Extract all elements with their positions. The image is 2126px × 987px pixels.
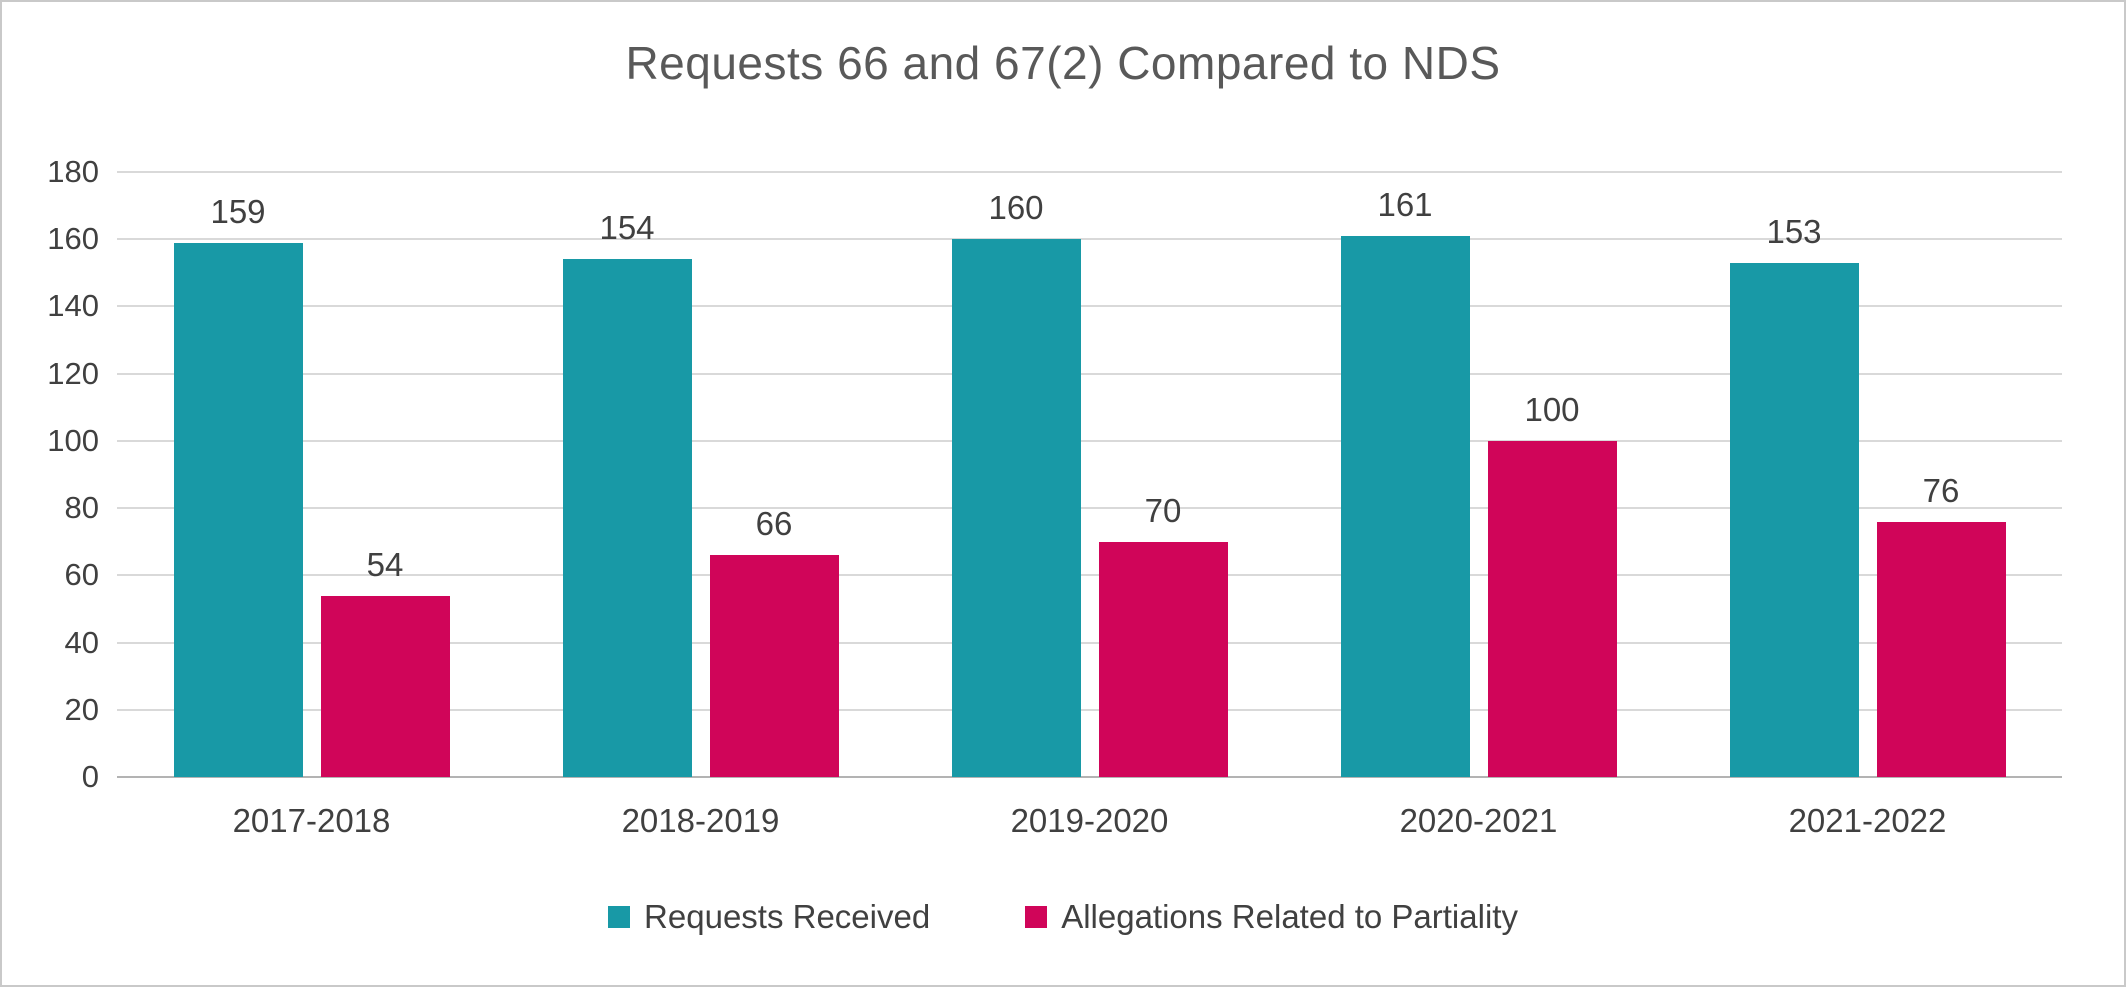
bar-value-label: 54 <box>366 545 404 583</box>
bar-value-label: 160 <box>988 189 1044 227</box>
x-axis-label: 2019-2020 <box>1010 802 1169 839</box>
x-axis-line <box>117 776 2062 778</box>
bar-requests-received: 154 <box>562 209 692 777</box>
y-tick-label: 180 <box>47 154 99 189</box>
gridline <box>117 171 2062 173</box>
y-tick-label: 0 <box>81 759 99 794</box>
bar-allegations-related-to-partiality: 76 <box>1876 472 2006 777</box>
legend-swatch <box>1025 906 1048 928</box>
bar-allegations-related-to-partiality: 70 <box>1098 492 1228 777</box>
y-tick-label: 100 <box>47 422 99 458</box>
bar-group: 154 66 <box>506 172 895 777</box>
plot-area: 159 54 154 66 160 70 161 100 153 76 <box>117 171 2062 778</box>
x-axis-label: 2018-2019 <box>621 802 780 839</box>
y-tick-label: 80 <box>64 490 99 526</box>
bar-value-label: 161 <box>1377 185 1433 223</box>
x-axis-label: 2020-2021 <box>1399 802 1558 839</box>
bar-value-label: 70 <box>1144 491 1182 529</box>
bar-allegations-related-to-partiality: 100 <box>1487 391 1617 777</box>
bar-value-label: 66 <box>755 505 793 543</box>
y-tick-label: 160 <box>47 221 99 257</box>
bar-value-label: 153 <box>1766 212 1822 250</box>
x-axis-label: 2017-2018 <box>232 802 391 839</box>
bar-value-label: 100 <box>1524 390 1580 428</box>
y-tick-label: 120 <box>47 355 99 391</box>
legend: Requests Received Allegations Related to … <box>2 898 2124 936</box>
bar-requests-received: 159 <box>173 193 303 777</box>
bar-group: 161 100 <box>1284 172 1673 777</box>
gridline <box>117 305 2062 308</box>
bar-groups: 159 54 154 66 160 70 161 100 153 76 <box>117 172 2062 777</box>
legend-item: Allegations Related to Partiality <box>1025 898 1518 936</box>
legend-item: Requests Received <box>608 898 930 936</box>
y-tick-label: 20 <box>64 691 99 727</box>
gridline <box>117 507 2062 510</box>
legend-swatch <box>608 906 631 928</box>
gridline <box>117 641 2062 644</box>
legend-label: Allegations Related to Partiality <box>1061 898 1518 935</box>
gridline <box>117 574 2062 577</box>
gridline <box>117 238 2062 241</box>
y-tick-label: 60 <box>64 557 99 593</box>
chart-title: Requests 66 and 67(2) Compared to NDS <box>625 37 1501 89</box>
bar-group: 153 76 <box>1673 172 2062 777</box>
bar-allegations-related-to-partiality: 66 <box>709 505 839 777</box>
x-axis-labels: 2017-2018 2018-2019 2019-2020 2020-2021 2021… <box>117 802 2062 840</box>
bar-group: 159 54 <box>117 172 506 777</box>
bar-group: 160 70 <box>895 172 1284 777</box>
x-axis-label: 2021-2022 <box>1788 802 1947 839</box>
bar-requests-received: 153 <box>1729 213 1859 777</box>
y-axis: 0 20 40 60 80 100 120 140 160 180 <box>2 154 99 794</box>
bar-allegations-related-to-partiality: 54 <box>320 546 450 777</box>
y-tick-label: 140 <box>47 288 99 324</box>
bar-requests-received: 161 <box>1340 186 1470 777</box>
bar-value-label: 154 <box>599 209 655 247</box>
bar-value-label: 76 <box>1922 471 1960 509</box>
legend-label: Requests Received <box>644 898 931 935</box>
bar-value-label: 159 <box>210 192 266 230</box>
gridline <box>117 439 2062 442</box>
gridline <box>117 372 2062 375</box>
bar-requests-received: 160 <box>951 189 1081 777</box>
gridline <box>117 708 2062 711</box>
y-tick-label: 40 <box>64 624 99 660</box>
gridlines <box>117 171 2062 778</box>
